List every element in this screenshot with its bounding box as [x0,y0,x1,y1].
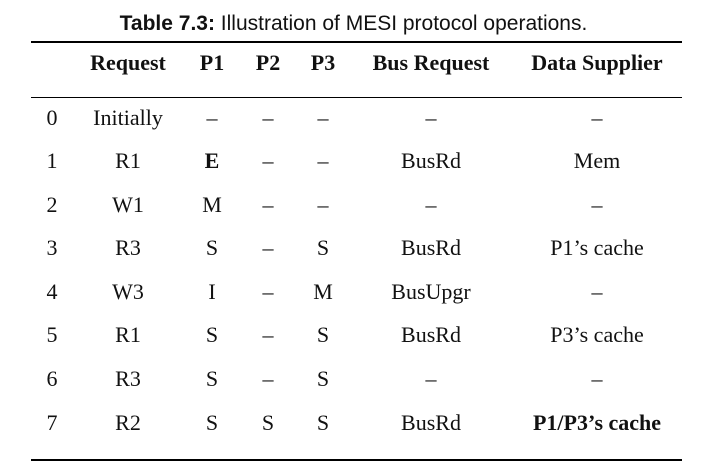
cell-row-index: 1 [46,148,58,173]
header-request: Request [90,50,166,75]
cell-p3-state: – [317,148,329,173]
cell-bus-request: BusRd [401,148,461,173]
cell-data-supplier: P1’s cache [550,235,644,260]
cell-bus-request: BusUpgr [391,279,471,304]
cell-bus-request: BusRd [401,410,461,435]
cell-data-supplier: P1/P3’s cache [532,410,662,435]
table-header-rule [31,97,682,98]
caption-text: Illustration of MESI protocol operations… [214,12,588,35]
header-p1-state: P1 [199,50,225,75]
cell-request: R3 [115,366,141,391]
cell-p2-state: – [262,235,274,260]
table-top-rule [31,41,682,43]
cell-p2-state: – [262,322,274,347]
cell-request: R1 [115,322,141,347]
cell-data-supplier: – [591,366,603,391]
header-bus-request: Bus Request [372,50,490,75]
cell-p3-state: – [317,192,329,217]
cell-p1-state: I [208,279,216,304]
cell-p3-state: S [316,366,330,391]
cell-data-supplier: Mem [573,148,621,173]
cell-p2-state: – [262,192,274,217]
table-caption: Table 7.3: Illustration of MESI protocol… [0,12,707,36]
table-bottom-rule [31,459,682,461]
header-p3-state: P3 [310,50,336,75]
cell-p1-state: M [202,192,222,217]
cell-row-index: 5 [46,322,58,347]
cell-row-index: 4 [46,279,58,304]
cell-data-supplier: P3’s cache [550,322,644,347]
cell-data-supplier: – [591,279,603,304]
cell-p2-state: – [262,279,274,304]
cell-row-index: 7 [46,410,58,435]
cell-p3-state: M [313,279,333,304]
cell-request: R3 [115,235,141,260]
cell-p3-state: S [316,235,330,260]
cell-row-index: 0 [46,105,58,130]
cell-p1-state: S [205,366,219,391]
cell-p2-state: – [262,105,274,130]
cell-p3-state: S [316,322,330,347]
header-p2-state: P2 [255,50,281,75]
cell-p2-state: – [262,148,274,173]
cell-row-index: 2 [46,192,58,217]
cell-p1-state: – [206,105,218,130]
cell-p1-state: S [205,410,219,435]
cell-bus-request: – [425,192,437,217]
cell-p1-state: S [205,322,219,347]
cell-request: R2 [115,410,141,435]
cell-p2-state: – [262,366,274,391]
cell-bus-request: BusRd [401,322,461,347]
cell-request: R1 [115,148,141,173]
cell-p1-state: S [205,235,219,260]
cell-p2-state: S [261,410,275,435]
cell-bus-request: BusRd [401,235,461,260]
caption-label: Table 7.3: [119,12,215,35]
cell-p3-state: – [317,105,329,130]
cell-bus-request: – [425,366,437,391]
cell-p3-state: S [316,410,330,435]
cell-data-supplier: – [591,192,603,217]
cell-p1-state: E [204,148,220,173]
cell-request: Initially [93,105,163,130]
cell-data-supplier: – [591,105,603,130]
cell-bus-request: – [425,105,437,130]
header-data-supplier: Data Supplier [531,50,663,75]
cell-row-index: 3 [46,235,58,260]
cell-row-index: 6 [46,366,58,391]
cell-request: W1 [112,192,144,217]
cell-request: W3 [112,279,144,304]
